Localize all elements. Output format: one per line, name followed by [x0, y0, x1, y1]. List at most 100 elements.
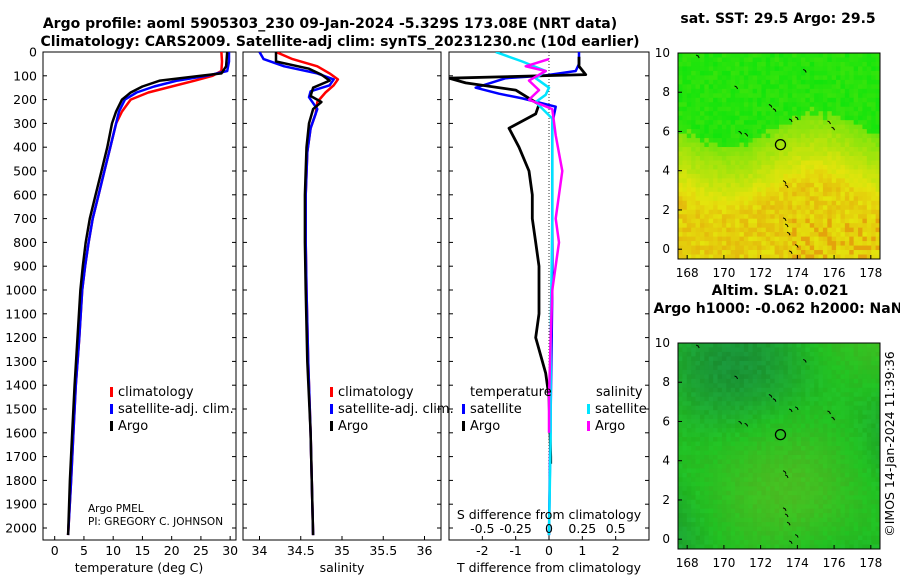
map-cell — [853, 164, 859, 170]
map-cell — [704, 164, 710, 170]
map-cell — [726, 508, 732, 514]
map-cell — [836, 531, 841, 536]
map-cell — [871, 254, 877, 260]
map-cell — [871, 499, 877, 505]
map-cell — [739, 196, 745, 202]
map-cell — [686, 57, 692, 63]
map-cell — [858, 378, 863, 384]
map-cell — [704, 490, 710, 496]
map-cell — [827, 405, 833, 411]
map-cell — [743, 540, 749, 545]
map-cell — [739, 120, 745, 126]
map-cell — [765, 178, 771, 184]
map-cell — [836, 396, 841, 402]
map-cell — [739, 57, 745, 63]
map-cell — [757, 227, 762, 233]
map-cell — [840, 70, 846, 76]
map-cell — [704, 53, 710, 58]
map-cell — [875, 236, 881, 242]
map-cell — [805, 138, 811, 143]
map-cell — [735, 401, 740, 407]
map-cell — [875, 508, 881, 514]
map-cell — [730, 223, 736, 229]
map-cell — [735, 57, 740, 63]
map-cell — [800, 250, 806, 255]
map-cell — [695, 160, 701, 166]
map-cell — [853, 66, 859, 72]
map-cell — [787, 124, 793, 130]
map-cell — [783, 232, 789, 238]
map-cell — [699, 245, 705, 251]
map-cell — [735, 499, 740, 505]
map-cell — [809, 124, 815, 130]
map-cell — [871, 209, 877, 215]
map-cell — [748, 120, 754, 126]
map-cell — [686, 196, 692, 202]
map-cell — [809, 196, 815, 202]
map-cell — [849, 106, 855, 112]
map-cell — [717, 106, 723, 112]
legend-swatch-climatology — [110, 387, 113, 397]
map-cell — [682, 468, 688, 474]
map-cell — [757, 504, 762, 510]
map-cell — [783, 343, 789, 348]
map-cell — [844, 106, 850, 112]
map-cell — [761, 526, 767, 532]
map-cell — [805, 531, 811, 536]
map-cell — [871, 93, 877, 99]
map-cell — [809, 477, 815, 483]
map-cell — [858, 526, 863, 532]
map-cell — [713, 120, 718, 126]
map-cell — [770, 57, 776, 63]
map-cell — [796, 387, 802, 393]
map-cell — [713, 472, 718, 478]
map-cell — [818, 164, 824, 170]
map-cell — [686, 477, 692, 483]
island-outline — [744, 422, 749, 427]
map-cell — [721, 490, 727, 496]
map-cell — [708, 200, 714, 206]
map-cell — [678, 369, 683, 375]
map-cell — [708, 343, 714, 348]
map-cell — [678, 477, 683, 483]
map-cell — [779, 241, 784, 246]
map-cell — [691, 531, 696, 536]
map-cell — [827, 481, 833, 487]
map-cell — [871, 111, 877, 117]
map-cell — [770, 423, 776, 429]
map-cell — [866, 223, 872, 229]
map-cell — [691, 419, 696, 425]
map-cell — [853, 508, 859, 514]
map-cell — [792, 540, 797, 545]
legend-label-argo: Argo — [338, 419, 368, 434]
map-cell — [822, 147, 828, 152]
map-cell — [831, 205, 837, 211]
map-cell — [730, 93, 736, 99]
map-cell — [866, 232, 872, 238]
map-cell — [822, 164, 828, 170]
map-cell — [757, 401, 762, 407]
map-cell — [761, 468, 767, 474]
map-cell — [875, 531, 881, 536]
legend-swatch-s-argo — [587, 421, 590, 431]
map-cell — [743, 428, 749, 433]
map-cell — [875, 97, 881, 103]
map-cell — [678, 236, 683, 242]
map-cell — [691, 200, 696, 206]
map-cell — [752, 423, 758, 429]
temperature-panel-frame — [42, 51, 237, 541]
map-cell — [708, 53, 714, 58]
map-cell — [721, 378, 727, 384]
map-cell — [721, 441, 727, 447]
map-cell — [761, 232, 767, 238]
map-cell — [827, 187, 833, 193]
map-cell — [849, 526, 855, 532]
map-cell — [735, 84, 740, 90]
map-cell — [809, 347, 815, 353]
map-cell — [814, 369, 819, 375]
map-cell — [752, 387, 758, 393]
map-cell — [713, 437, 718, 442]
map-cell — [678, 97, 683, 103]
map-cell — [858, 151, 863, 157]
map-cell — [765, 214, 771, 220]
